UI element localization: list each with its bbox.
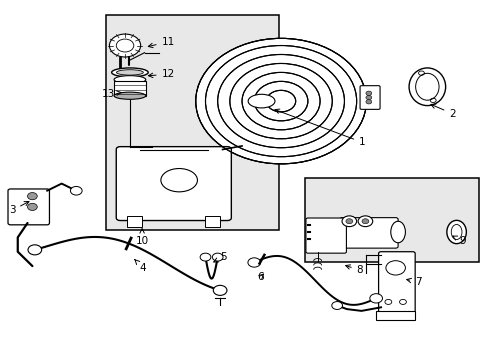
Circle shape [27, 193, 37, 200]
FancyBboxPatch shape [378, 252, 414, 315]
FancyBboxPatch shape [305, 218, 346, 253]
Ellipse shape [408, 68, 445, 105]
Circle shape [70, 186, 82, 195]
Circle shape [28, 245, 41, 255]
Bar [127, 216, 142, 226]
Bar [105, 15, 278, 230]
Ellipse shape [116, 70, 143, 75]
Ellipse shape [114, 76, 145, 84]
Circle shape [195, 39, 366, 164]
Text: 10: 10 [135, 229, 148, 246]
Bar [305, 178, 478, 262]
Text: 4: 4 [135, 260, 146, 273]
Text: 11: 11 [148, 37, 175, 48]
Text: 9: 9 [452, 236, 465, 246]
Ellipse shape [114, 92, 145, 99]
Circle shape [365, 100, 371, 104]
Circle shape [212, 253, 223, 261]
Ellipse shape [446, 220, 466, 244]
Text: 8: 8 [345, 265, 363, 275]
Text: 1: 1 [274, 109, 365, 147]
Circle shape [357, 216, 372, 226]
Text: 3: 3 [9, 202, 29, 216]
Circle shape [341, 216, 356, 226]
Text: 7: 7 [406, 277, 421, 287]
Text: 6: 6 [257, 272, 264, 282]
Circle shape [365, 91, 371, 95]
Text: 5: 5 [213, 252, 226, 262]
Bar [205, 216, 220, 226]
Text: 2: 2 [430, 104, 455, 119]
Circle shape [200, 253, 210, 261]
Circle shape [247, 258, 260, 267]
Ellipse shape [390, 221, 405, 243]
Ellipse shape [111, 68, 148, 77]
FancyBboxPatch shape [375, 311, 414, 320]
Circle shape [213, 285, 226, 296]
Circle shape [365, 95, 371, 100]
Circle shape [27, 203, 37, 211]
FancyBboxPatch shape [339, 218, 397, 248]
Circle shape [369, 294, 382, 303]
Circle shape [109, 34, 141, 57]
FancyBboxPatch shape [359, 86, 379, 109]
Text: 12: 12 [148, 69, 175, 79]
FancyBboxPatch shape [116, 147, 231, 221]
Text: 13: 13 [102, 89, 121, 99]
Circle shape [345, 219, 352, 224]
Bar [114, 81, 145, 96]
Circle shape [331, 302, 342, 310]
FancyBboxPatch shape [8, 189, 49, 225]
Circle shape [361, 219, 368, 224]
Ellipse shape [247, 94, 274, 108]
